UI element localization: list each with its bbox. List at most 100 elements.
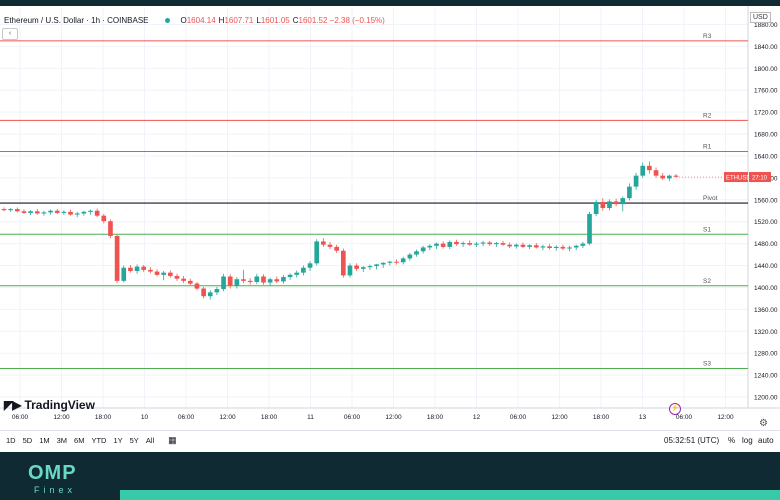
candle-body [14, 209, 20, 212]
candle-body [101, 215, 107, 222]
candle-body [261, 276, 266, 283]
candle-body [74, 213, 80, 215]
pivot-level-label: Pivot [703, 195, 718, 202]
timeframe-6m[interactable]: 6M [74, 435, 85, 445]
x-tick-label: 18:00 [593, 414, 610, 421]
y-tick-label: 1840.00 [754, 44, 778, 51]
timeframe-1m[interactable]: 1M [39, 435, 50, 445]
candle-body [254, 276, 260, 282]
candle-body [513, 244, 519, 247]
chevron-collapse-icon[interactable]: ‹ [2, 28, 18, 40]
x-tick-label: 12:00 [551, 414, 568, 421]
candle-body [420, 247, 426, 252]
candle-body [400, 258, 406, 263]
timeframe-5y[interactable]: 5Y [129, 435, 139, 445]
candle-body [201, 288, 206, 297]
candle-body [620, 198, 626, 205]
candle-body [221, 276, 226, 290]
candle-body [540, 246, 546, 248]
pivot-level-label: S1 [703, 226, 711, 233]
x-tick-label: 06:00 [12, 414, 29, 421]
pivot-level-label: R3 [703, 33, 712, 40]
candle-body [234, 279, 240, 286]
timeframe-all[interactable]: All [145, 435, 155, 445]
timeframe-1d[interactable]: 1D [6, 435, 16, 445]
x-tick-label: 18:00 [427, 414, 444, 421]
candle-body [480, 242, 486, 244]
candle-body [154, 271, 160, 275]
timeframe-ytd[interactable]: YTD [91, 435, 107, 445]
lightning-icon[interactable]: ⚡ [669, 403, 681, 415]
price-chart[interactable]: 06:00 12:00 18:00 10 06:00 12:00 18:00 11 06:00 1… [0, 6, 780, 430]
candle-body [533, 245, 539, 248]
candle-body [161, 272, 167, 275]
pivot-level-label: R1 [703, 144, 712, 151]
candle-body [354, 265, 359, 269]
last-price-countdown: 27:10 [752, 176, 768, 182]
candle-body [387, 261, 393, 263]
percent-toggle[interactable]: % [728, 435, 736, 445]
candle-body [274, 279, 280, 282]
candle-body [667, 175, 672, 179]
y-tick-label: 1640.00 [754, 153, 778, 160]
candle-body [141, 266, 147, 270]
y-tick-label: 1720.00 [754, 110, 778, 117]
y-tick-label: 1360.00 [754, 307, 778, 314]
utc-clock[interactable]: 05:32:51 (UTC) [664, 435, 720, 445]
candle-body [8, 209, 13, 211]
y-tick-label: 1760.00 [754, 88, 778, 95]
tradingview-logo[interactable]: ◤▶ TradingView [4, 398, 95, 412]
tradingview-mark-icon: ◤▶ [4, 398, 21, 412]
candle-body [374, 264, 379, 267]
y-tick-label: 1560.00 [754, 197, 778, 204]
candle-body [587, 214, 592, 244]
brand-subtitle: Finex [34, 485, 77, 495]
last-price-symbol: ETHUSD [726, 176, 751, 182]
candle-body [500, 243, 506, 245]
chart-legend: Ethereum / U.S. Dollar · 1h · COINBASE O… [4, 12, 385, 28]
calendar-icon[interactable]: ▦ [168, 434, 177, 445]
candle-body [334, 246, 340, 251]
candle-body [520, 244, 526, 247]
timeframe-5d[interactable]: 5D [22, 435, 33, 445]
candle-body [247, 280, 253, 282]
candle-body [227, 276, 233, 286]
auto-toggle[interactable]: auto [758, 435, 774, 445]
x-tick-label: 18:00 [95, 414, 112, 421]
candle-body [1, 209, 7, 211]
candle-body [407, 254, 413, 259]
candle-body [613, 201, 619, 205]
x-tick-label: 06:00 [344, 414, 361, 421]
candle-body [434, 243, 439, 246]
bottom-toolbar: 1D 5D 1M 3M 6M YTD 1Y 5Y All ▦ 05:32:51 … [0, 430, 780, 449]
pivot-level-label: S3 [703, 361, 711, 368]
candle-body [394, 261, 399, 263]
y-tick-label: 1280.00 [754, 351, 778, 358]
timeframe-1y[interactable]: 1Y [113, 435, 123, 445]
candle-body [294, 272, 300, 275]
y-tick-label: 1680.00 [754, 132, 778, 139]
candle-body [673, 175, 679, 177]
x-tick-label: 06:00 [510, 414, 527, 421]
candle-body [48, 210, 53, 213]
gear-icon[interactable]: ⚙ [759, 418, 768, 429]
candle-body [94, 210, 100, 216]
log-toggle[interactable]: log [742, 435, 753, 445]
candle-body [580, 243, 586, 246]
candle-body [314, 241, 320, 264]
x-tick-label: 12:00 [385, 414, 402, 421]
candle-body [507, 244, 512, 247]
candle-body [454, 241, 459, 245]
currency-label[interactable]: USD [750, 12, 771, 23]
low-key: L [256, 15, 261, 25]
candle-body [28, 211, 33, 213]
candle-body [414, 251, 419, 255]
candle-body [327, 244, 333, 247]
tradingview-logo-text: TradingView [24, 398, 95, 412]
y-tick-label: 1320.00 [754, 329, 778, 336]
timeframe-3m[interactable]: 3M [56, 435, 68, 445]
open-value: 1604.14 [186, 15, 216, 25]
brand-name: OMP [28, 462, 77, 484]
candle-body [633, 175, 639, 187]
candle-body [607, 201, 612, 208]
